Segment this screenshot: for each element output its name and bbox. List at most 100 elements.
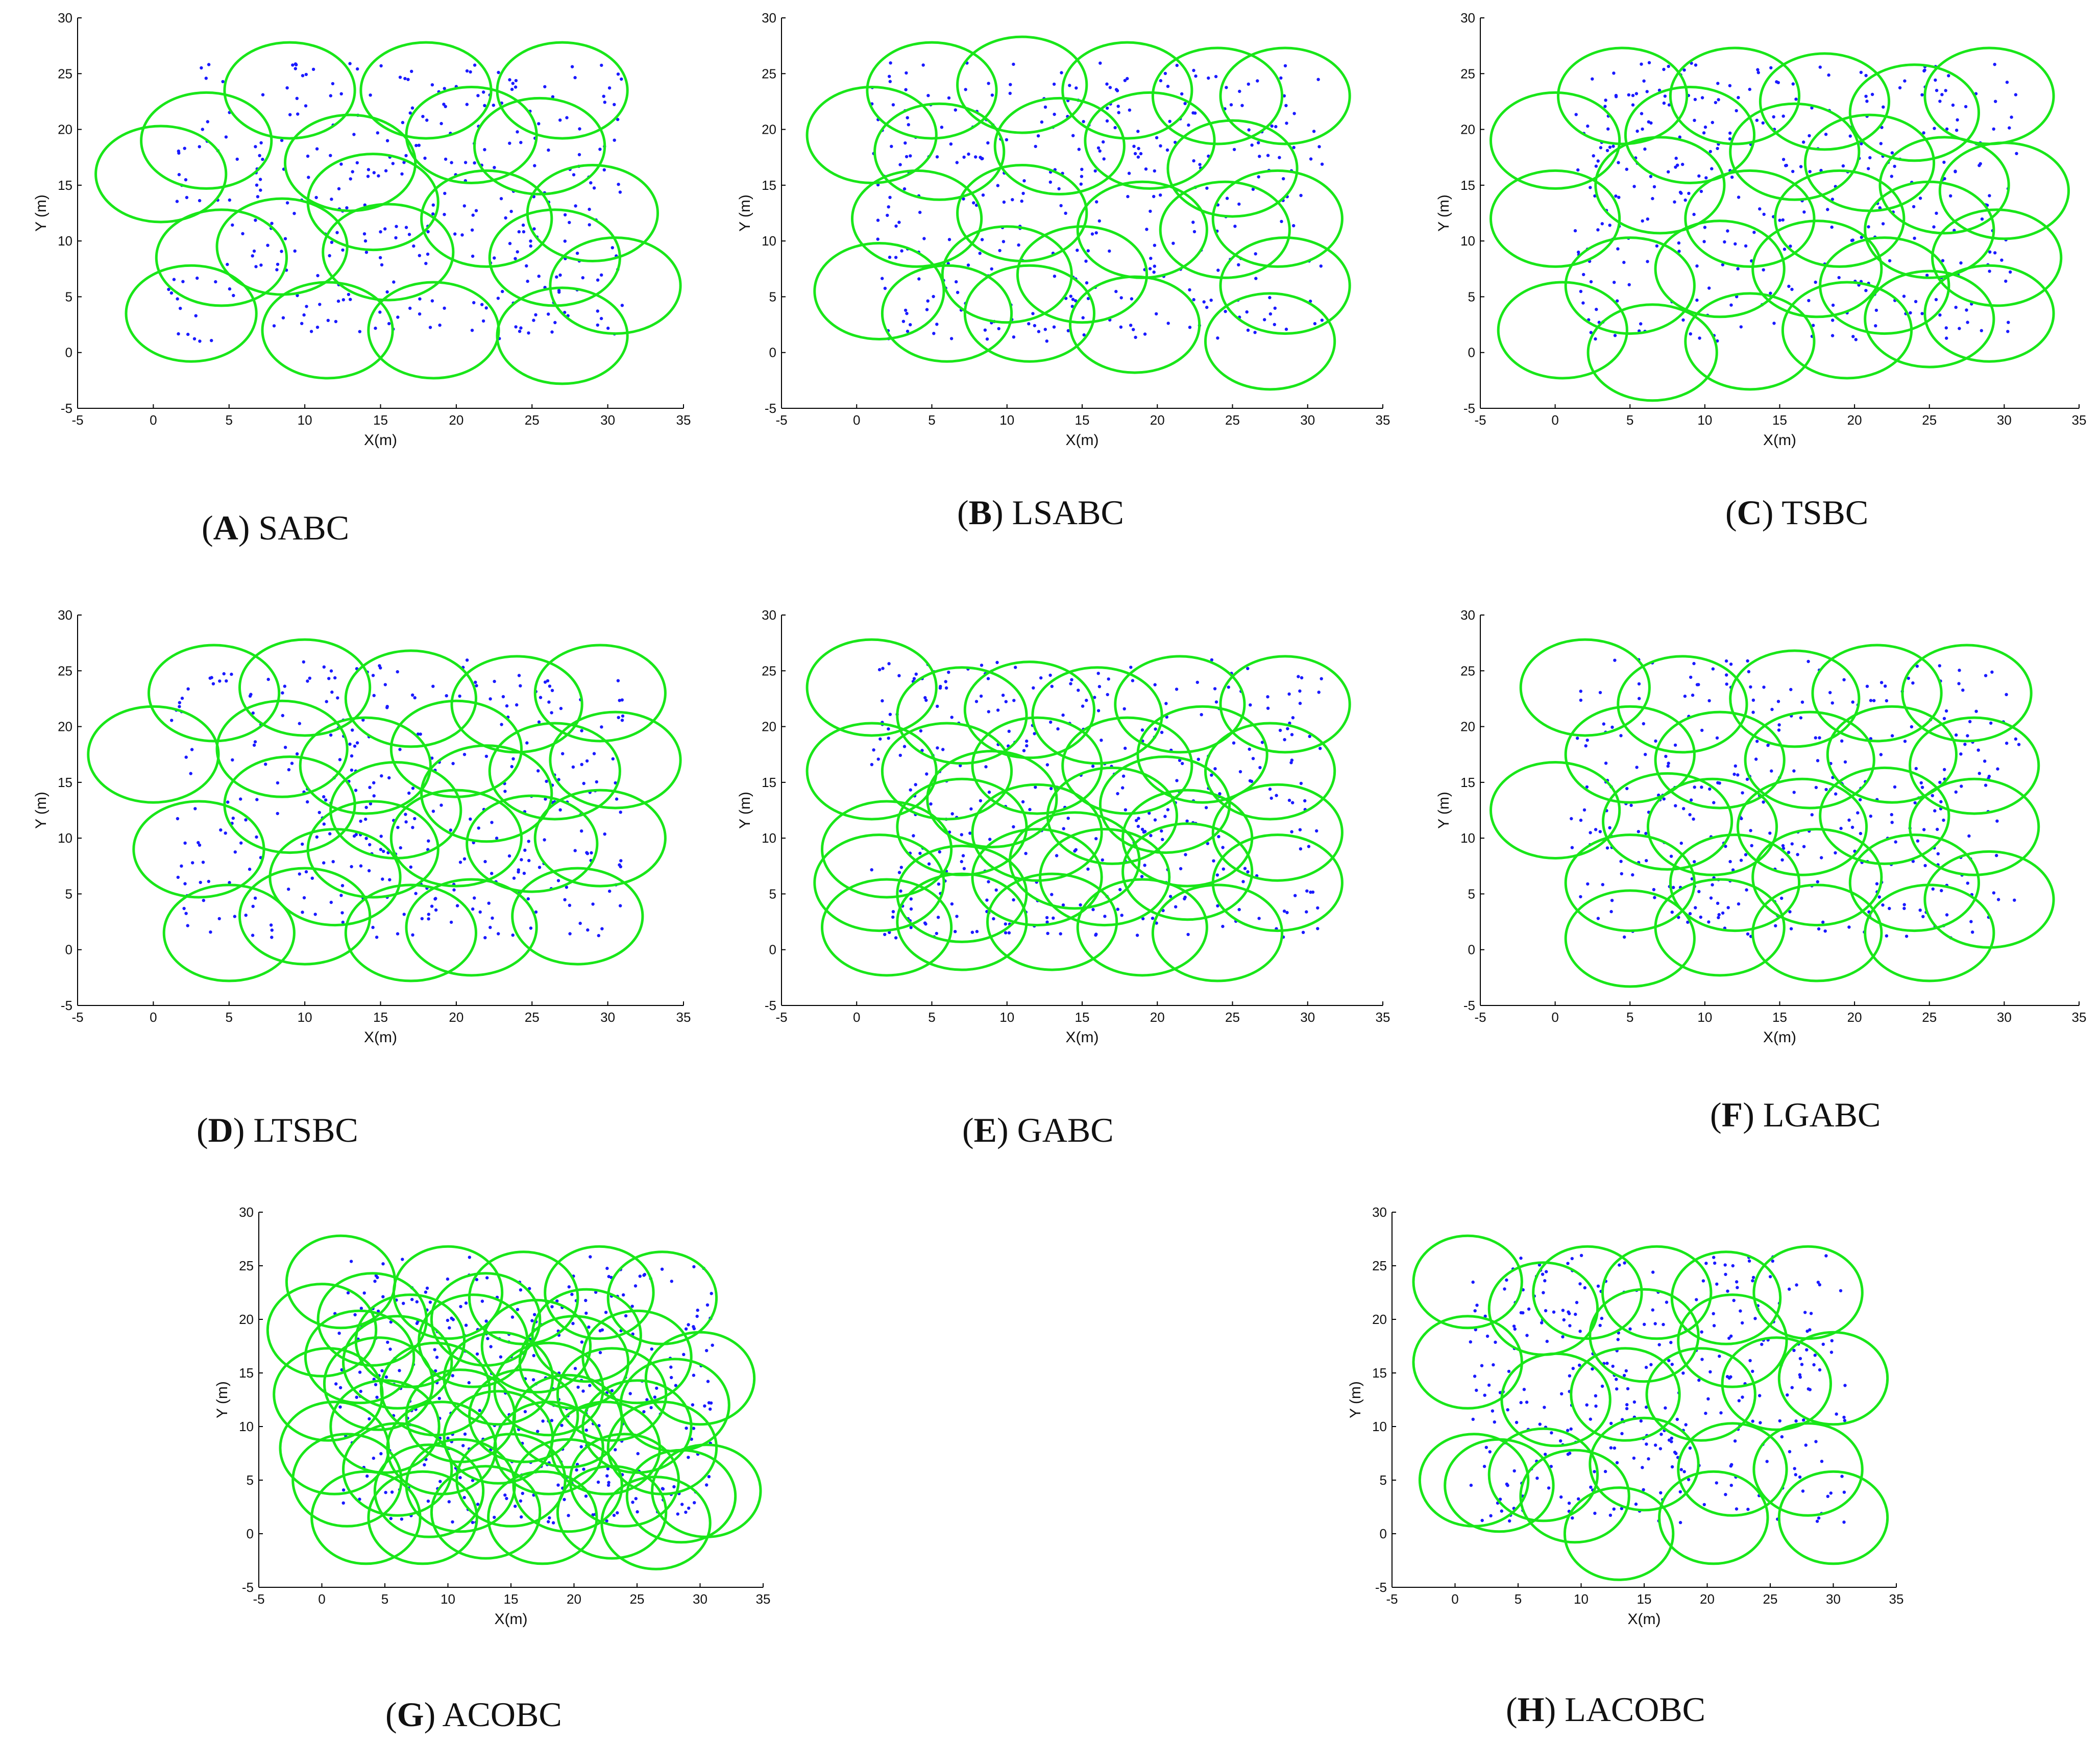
x-tick-label: 30 xyxy=(1997,1010,2012,1025)
sensor-point xyxy=(1188,326,1192,329)
sensor-point xyxy=(425,1286,429,1290)
sensor-point xyxy=(446,1436,450,1440)
sensor-point xyxy=(330,690,334,694)
sensor-point xyxy=(1550,1431,1553,1435)
sensor-point xyxy=(1309,157,1313,161)
sensor-point xyxy=(876,237,880,241)
sensor-point xyxy=(226,800,230,804)
sensor-point xyxy=(1770,707,1774,711)
sensor-point xyxy=(579,1445,583,1448)
sensor-point xyxy=(1519,1401,1523,1405)
sensor-point xyxy=(636,1452,640,1456)
sensor-point xyxy=(886,213,889,217)
sensor-point xyxy=(1890,734,1894,738)
sensor-point xyxy=(1700,728,1704,732)
sensor-point xyxy=(1050,893,1054,896)
sensor-point xyxy=(318,810,321,815)
sensor-point xyxy=(433,897,437,901)
sensor-point xyxy=(1777,723,1781,727)
sensor-point xyxy=(1695,298,1699,302)
sensor-point xyxy=(600,927,604,930)
sensor-point xyxy=(1837,276,1841,280)
sensor-point xyxy=(1737,1399,1741,1403)
coverage-circle xyxy=(1489,169,1621,268)
sensor-point xyxy=(1865,100,1869,103)
y-tick-label: 20 xyxy=(1460,719,1475,734)
x-tick-label: 15 xyxy=(1772,1010,1787,1025)
coverage-circle xyxy=(304,1309,416,1405)
sensor-point xyxy=(1155,136,1159,139)
sensor-point xyxy=(888,930,891,935)
x-tick-label: 0 xyxy=(853,1010,860,1025)
caption-letter: C xyxy=(1737,493,1762,532)
sensor-point xyxy=(484,754,489,758)
sensor-point xyxy=(956,290,960,294)
coverage-circles xyxy=(805,35,1351,391)
sensor-point xyxy=(449,828,452,832)
sensor-point xyxy=(1149,833,1153,838)
sensor-point xyxy=(505,704,509,708)
sensor-point xyxy=(1619,734,1623,738)
sensor-point xyxy=(1022,179,1026,183)
sensor-point xyxy=(693,1501,696,1505)
sensor-point xyxy=(565,116,569,119)
sensor-point xyxy=(300,322,304,325)
sensor-point xyxy=(472,301,476,305)
sensor-point xyxy=(1662,1322,1665,1327)
coverage-circle xyxy=(1219,236,1351,335)
sensor-point xyxy=(430,83,434,87)
sensor-point xyxy=(1632,1456,1636,1460)
sensor-point xyxy=(1995,854,1998,857)
sensor-point xyxy=(177,149,180,153)
sensor-point xyxy=(1879,142,1883,145)
sensor-point xyxy=(1160,730,1164,734)
sensor-point xyxy=(452,888,456,892)
sensor-point xyxy=(396,315,400,319)
x-tick-label: 30 xyxy=(600,412,615,428)
caption-letter: D xyxy=(208,1111,233,1149)
sensor-point xyxy=(1238,89,1241,93)
coverage-circle xyxy=(644,1331,756,1426)
sensor-point xyxy=(1777,728,1781,732)
sensor-point xyxy=(555,275,558,279)
sensor-point xyxy=(1053,112,1056,116)
sensor-point xyxy=(253,896,257,900)
sensor-point xyxy=(1781,844,1785,848)
sensor-point xyxy=(1848,134,1852,138)
sensor-point xyxy=(1579,289,1583,293)
sensor-point xyxy=(1188,288,1191,292)
sensor-point xyxy=(1081,316,1085,320)
sensor-point xyxy=(1222,867,1225,871)
sensor-point xyxy=(388,878,392,881)
sensor-point xyxy=(1299,193,1303,198)
sensor-point xyxy=(1154,727,1157,731)
sensor-point xyxy=(881,277,884,280)
x-tick-label: 10 xyxy=(298,1010,312,1025)
sensor-point xyxy=(371,925,375,929)
x-tick-label: 30 xyxy=(693,1591,707,1607)
x-tick-label: -5 xyxy=(1474,412,1486,428)
sensor-point xyxy=(1687,191,1691,195)
caption-text: TSBC xyxy=(1781,493,1869,532)
sensor-point xyxy=(603,832,606,836)
sensor-point xyxy=(1117,111,1120,114)
sensor-point xyxy=(1213,687,1217,691)
panel-c: -5 0 5 10 15 20 25 30 35 -5 0 5 10 15 20 25 30 X(m) Y (m) … xyxy=(1404,0,2100,577)
sensor-point xyxy=(1796,853,1799,856)
sensor-point xyxy=(315,147,319,151)
sensor-point xyxy=(1258,766,1262,770)
sensor-point xyxy=(541,1419,545,1423)
coverage-circle xyxy=(1489,761,1621,859)
sensor-point xyxy=(1814,280,1817,284)
sensor-point xyxy=(1610,725,1614,729)
sensor-point xyxy=(547,700,551,704)
sensor-point xyxy=(1814,785,1818,790)
sensor-point xyxy=(1298,701,1302,705)
sensor-point xyxy=(1641,127,1644,131)
sensor-point xyxy=(424,262,428,265)
x-tick-label: 10 xyxy=(441,1591,455,1607)
sensor-point xyxy=(1681,318,1685,322)
sensor-point xyxy=(547,1520,550,1524)
sensor-point xyxy=(1216,268,1220,272)
